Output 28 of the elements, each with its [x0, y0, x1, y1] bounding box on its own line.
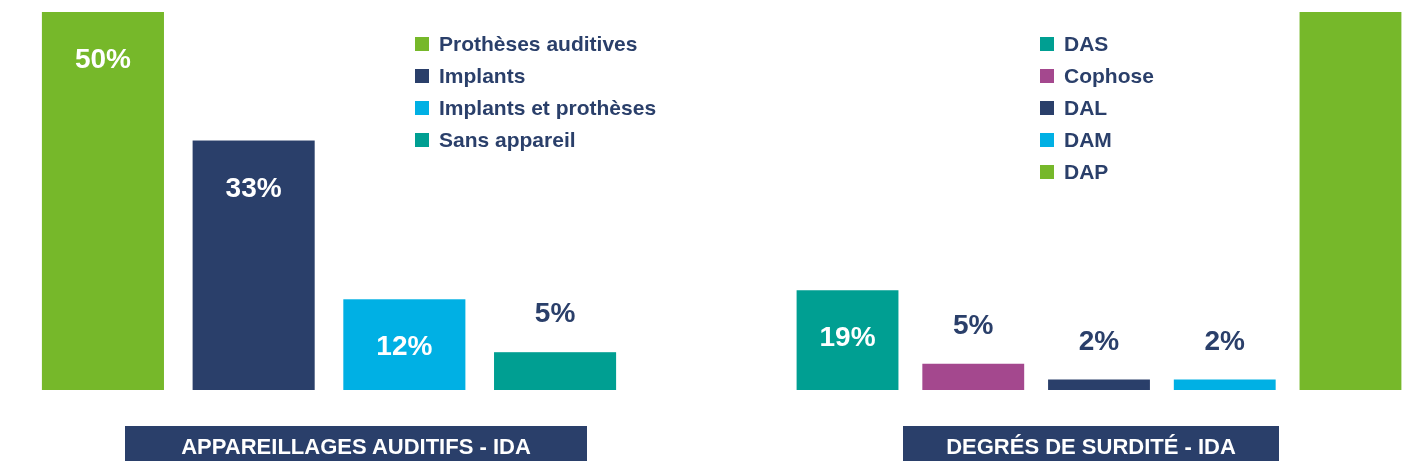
bar — [494, 352, 617, 390]
bar — [192, 140, 315, 390]
text: DEGRÉS DE SURDITÉ - IDA — [946, 434, 1236, 459]
data-label: 33% — [225, 171, 282, 203]
legend-label: Prothèses auditives — [439, 32, 638, 55]
data-label: 5% — [534, 297, 576, 329]
legend-label: DAL — [1064, 96, 1108, 119]
legend-label: DAS — [1064, 32, 1109, 55]
bar — [41, 12, 164, 390]
legend-label: Sans appareil — [439, 128, 576, 151]
data-label: 19% — [819, 321, 876, 353]
legend-label: Implants et prothèses — [439, 96, 657, 119]
data-label: 12% — [376, 330, 433, 362]
legend-label: DAM — [1064, 128, 1112, 151]
bar — [1299, 12, 1402, 390]
legend-label: Cophose — [1064, 64, 1154, 87]
legend-label: Implants — [439, 64, 526, 87]
bar — [1173, 379, 1276, 390]
legend-label: DAP — [1064, 160, 1109, 183]
data-label: 2% — [1078, 324, 1120, 356]
data-label: 50% — [74, 43, 132, 74]
data-label: 2% — [1204, 324, 1246, 356]
bar — [796, 290, 899, 390]
text: APPAREILLAGES AUDITIFS - IDA — [181, 434, 531, 459]
data-label: 5% — [953, 308, 994, 340]
bar — [343, 299, 466, 390]
bar — [1048, 379, 1150, 390]
bar — [922, 363, 1025, 390]
